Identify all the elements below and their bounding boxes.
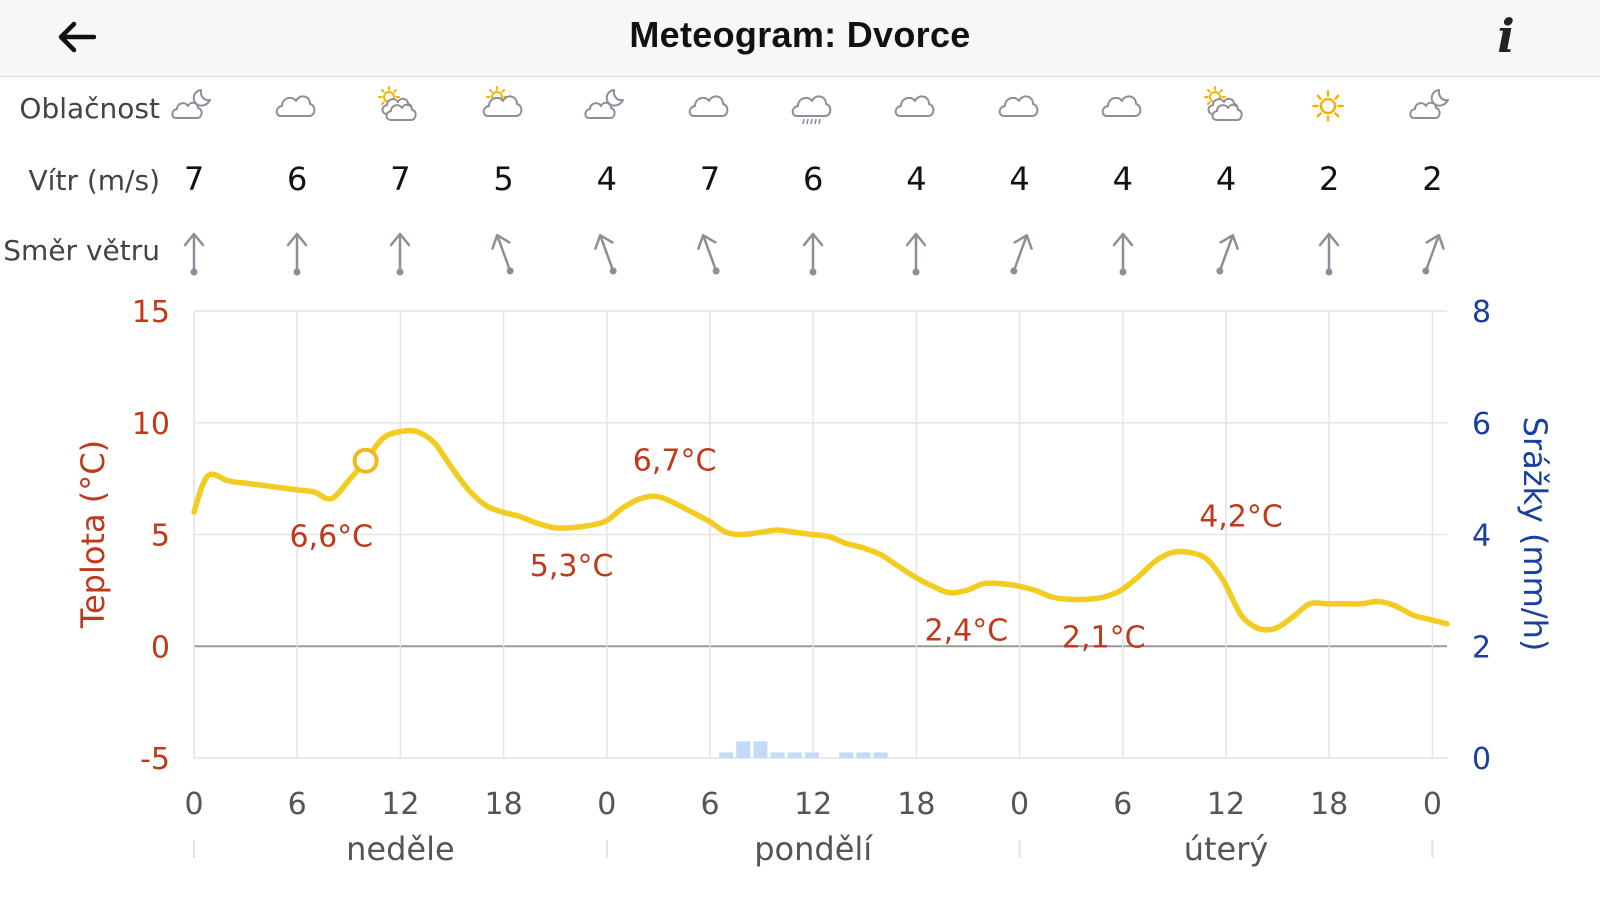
hour-tick-label: 6 — [700, 787, 719, 822]
temperature-annotation: 4,2°C — [1199, 499, 1283, 534]
app-header: Meteogram: Dvorce i — [0, 0, 1600, 77]
cloud-icon — [895, 95, 935, 117]
wind-speed-value: 2 — [1319, 160, 1340, 198]
wind-speed-value: 7 — [183, 160, 205, 198]
precip-tick-label: 6 — [1472, 407, 1491, 442]
precipitation-bars — [719, 741, 888, 758]
wind-arrow-icon — [183, 232, 205, 276]
info-button[interactable]: i — [1497, 9, 1515, 63]
hour-tick-label: 0 — [184, 787, 203, 822]
wind-speed-value: 5 — [493, 160, 514, 198]
hour-tick-label: 0 — [1423, 787, 1442, 822]
wind-speed-value: 4 — [596, 160, 617, 198]
wind-row-label: Vítr (m/s) — [28, 164, 160, 197]
wind-speed-value: 7 — [699, 160, 721, 198]
day-label: úterý — [1184, 830, 1269, 868]
precip-bar — [787, 752, 802, 758]
cloud-sun-icon — [1204, 86, 1243, 121]
precip-tick-label: 4 — [1472, 519, 1491, 554]
temp-tick-label: 0 — [151, 630, 170, 665]
wind-arrow-icon — [1216, 233, 1239, 275]
temperature-annotation: 6,7°C — [633, 444, 717, 479]
cloud-icon — [688, 95, 729, 117]
cloud-moon-icon — [171, 89, 211, 119]
page-title: Meteogram: Dvorce — [629, 14, 971, 55]
cloud-icon — [998, 95, 1038, 117]
hour-tick-label: 18 — [897, 787, 935, 822]
wind-arrow-icon — [594, 233, 617, 275]
wind-arrow-icon — [906, 232, 927, 276]
hour-tick-label: 12 — [1207, 787, 1245, 822]
precip-bar — [753, 741, 768, 758]
wind-arrow-icon — [490, 233, 514, 275]
wind-speed-value: 4 — [1009, 160, 1030, 198]
chart-grid — [193, 310, 1447, 759]
wind-arrow-icon — [1009, 233, 1033, 275]
wind-arrow-icon — [390, 232, 411, 276]
chart-axes — [192, 311, 1449, 858]
hour-tick-label: 6 — [288, 787, 307, 822]
precip-tick-label: 8 — [1472, 295, 1491, 330]
back-arrow-icon — [58, 21, 96, 53]
wind-speed-value: 6 — [803, 160, 824, 198]
wind-arrow-icon — [286, 232, 308, 276]
precip-bar — [736, 741, 751, 758]
wind-speed-value: 4 — [1112, 160, 1133, 198]
cloud-icon — [275, 95, 316, 117]
cloud-icon — [1101, 95, 1142, 117]
precip-bar — [770, 752, 785, 758]
cloud-row-label: Oblačnost — [19, 92, 160, 125]
wind-arrow-icon — [802, 232, 824, 276]
hour-tick-label: 18 — [485, 787, 523, 822]
hour-tick-label: 0 — [597, 787, 616, 822]
temperature-series — [191, 427, 1450, 633]
temperature-annotation: 6,6°C — [289, 520, 373, 555]
wind-arrow-icon — [1422, 233, 1446, 275]
temp-tick-label: 5 — [151, 519, 170, 554]
precip-tick-label: 0 — [1472, 742, 1491, 777]
cloud-sun-icon — [378, 86, 418, 121]
precip-tick-label: 2 — [1472, 630, 1491, 665]
day-label: pondělí — [754, 830, 873, 868]
wind-arrow-icon — [1112, 232, 1134, 276]
temperature-annotations: 6,6°C 5,3°C 6,7°C 2,4°C 2,1°C 4,2°C — [289, 444, 1282, 656]
precipitation-axis-label: Srážky (mm/h) — [1516, 417, 1554, 652]
hour-tick-label: 12 — [794, 787, 832, 822]
wind-arrow-icon — [1318, 232, 1340, 276]
temperature-axis-label: Teplota (°C) — [74, 440, 112, 629]
temperature-annotation: 5,3°C — [530, 549, 614, 584]
wind-speed-value: 2 — [1422, 160, 1443, 198]
hour-tick-label: 18 — [1310, 787, 1348, 822]
wind-dir-row-label: Směr větru — [3, 234, 160, 267]
hour-tick-label: 12 — [381, 787, 419, 822]
precip-bar — [804, 752, 819, 758]
sun-icon — [1312, 90, 1344, 122]
cloud-rain-icon — [791, 95, 832, 125]
cloud-moon-icon — [584, 89, 624, 119]
wind-arrow-icon — [697, 233, 720, 275]
wind-speed-value: 6 — [287, 160, 308, 198]
temperature-annotation: 2,4°C — [925, 614, 1009, 649]
precip-bar — [873, 752, 888, 758]
precip-bar — [839, 752, 854, 758]
day-label: neděle — [346, 830, 455, 868]
wind-speed-value: 4 — [906, 160, 927, 198]
wind-speed-value: 7 — [390, 160, 411, 198]
temp-tick-label: -5 — [140, 742, 170, 777]
back-button[interactable] — [50, 12, 102, 62]
hour-tick-label: 6 — [1113, 787, 1132, 822]
temperature-line — [191, 427, 1450, 633]
temp-tick-label: 10 — [132, 407, 170, 442]
temperature-annotation: 2,1°C — [1062, 620, 1146, 655]
sun-cloud-icon — [482, 86, 522, 117]
cloud-moon-icon — [1409, 89, 1450, 119]
hour-tick-label: 0 — [1010, 787, 1029, 822]
temp-tick-label: 15 — [132, 295, 170, 330]
current-time-marker[interactable] — [352, 447, 379, 474]
wind-speed-value: 4 — [1215, 160, 1237, 198]
precip-bar — [856, 752, 871, 758]
precip-bar — [719, 752, 734, 758]
